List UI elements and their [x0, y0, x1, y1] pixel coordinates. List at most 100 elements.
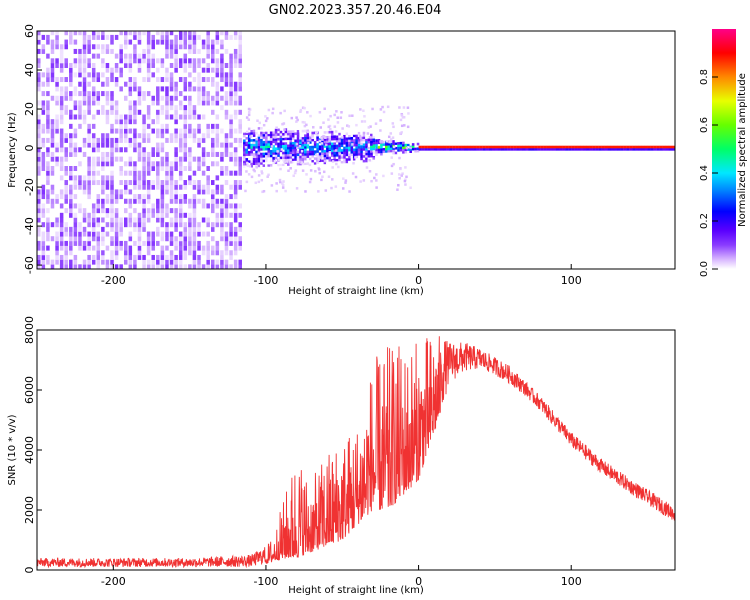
heatmap-cell — [146, 39, 151, 45]
heatmap-cell — [197, 72, 201, 78]
heatmap-cell — [389, 140, 393, 143]
heatmap-cell — [260, 178, 264, 182]
heatmap-cell — [192, 254, 197, 260]
heatmap-cell — [160, 147, 165, 153]
heatmap-cell — [267, 143, 271, 146]
heatmap-cell — [82, 81, 87, 87]
heatmap-cell — [301, 129, 305, 133]
heatmap-cell — [665, 148, 670, 151]
heatmap-cell — [114, 250, 119, 256]
heatmap-cell — [565, 148, 569, 151]
heatmap-cell — [284, 146, 288, 150]
heatmap-cell — [101, 161, 105, 167]
heatmap-cell — [224, 212, 229, 218]
heatmap-cell — [78, 226, 82, 232]
heatmap-cell — [124, 114, 128, 120]
heatmap-cell — [37, 100, 41, 106]
heatmap-cell — [169, 240, 174, 246]
heatmap-cell — [243, 132, 246, 136]
heatmap-cell — [379, 129, 382, 132]
heatmap-cell — [296, 162, 300, 166]
heatmap-cell — [238, 165, 242, 171]
heatmap-cell — [635, 145, 639, 149]
heatmap-cell — [370, 159, 373, 163]
heatmap-cell — [50, 170, 55, 176]
heatmap-cell — [101, 203, 105, 209]
heatmap-cell — [215, 67, 220, 73]
heatmap-cell — [59, 147, 64, 153]
heatmap-cell — [279, 135, 283, 139]
heatmap-cell — [110, 222, 114, 228]
heatmap-cell — [165, 222, 169, 228]
x-tick-label: -200 — [101, 575, 126, 588]
heatmap-cell — [73, 184, 78, 190]
heatmap-cell — [91, 226, 96, 232]
heatmap-cell — [238, 184, 242, 190]
heatmap-cell — [306, 138, 310, 142]
heatmap-cell — [174, 259, 178, 265]
heatmap-cell — [238, 95, 242, 101]
heatmap-cell — [178, 231, 183, 237]
heatmap-cell — [101, 254, 105, 260]
heatmap-cell — [580, 148, 584, 151]
heatmap-cell — [348, 155, 351, 159]
heatmap-cell — [87, 91, 91, 97]
heatmap-cell — [201, 250, 206, 256]
heatmap-cell — [137, 254, 142, 260]
heatmap-cell — [340, 144, 344, 148]
heatmap-cell — [316, 136, 319, 139]
heatmap-cell — [269, 142, 273, 146]
heatmap-cell — [295, 187, 299, 190]
heatmap-cell — [311, 152, 314, 156]
heatmap-cell — [64, 77, 68, 83]
heatmap-cell — [96, 72, 101, 78]
heatmap-cell — [215, 250, 220, 256]
heatmap-cell — [128, 250, 133, 256]
heatmap-cell — [367, 152, 371, 156]
heatmap-cell — [399, 166, 402, 170]
heatmap-cell — [243, 146, 246, 150]
heatmap-cell — [338, 132, 341, 136]
heatmap-cell — [46, 226, 50, 232]
heatmap-cell — [59, 119, 64, 125]
heatmap-cell — [151, 259, 155, 265]
heatmap-cell — [119, 133, 123, 139]
heatmap-cell — [183, 156, 188, 162]
heatmap-cell — [50, 128, 55, 134]
heatmap-cell — [78, 58, 82, 64]
heatmap-cell — [146, 137, 151, 143]
heatmap-cell — [146, 44, 151, 50]
heatmap-cell — [69, 212, 73, 218]
heatmap-cell — [119, 180, 123, 186]
heatmap-cell — [37, 128, 41, 134]
heatmap-cell — [404, 183, 407, 186]
heatmap-cell — [311, 162, 314, 165]
heatmap-cell — [101, 259, 105, 265]
heatmap-cell — [192, 77, 197, 83]
heatmap-cell — [174, 91, 178, 97]
heatmap-cell — [211, 161, 215, 167]
heatmap-cell — [165, 31, 169, 36]
heatmap-cell — [64, 259, 68, 265]
heatmap-cell — [375, 179, 378, 182]
heatmap-cell — [165, 105, 169, 111]
heatmap-cell — [433, 145, 438, 149]
heatmap-cell — [124, 189, 128, 195]
heatmap-cell — [119, 31, 123, 36]
heatmap-cell — [73, 175, 78, 181]
heatmap-cell — [330, 137, 334, 141]
heatmap-cell — [133, 44, 137, 50]
heatmap-cell — [333, 125, 337, 128]
heatmap-cell — [119, 222, 123, 228]
heatmap-cell — [188, 100, 192, 106]
heatmap-cell — [82, 39, 87, 45]
heatmap-cell — [243, 162, 246, 166]
heatmap-cell — [243, 151, 246, 154]
heatmap-cell — [629, 145, 633, 149]
heatmap-cell — [301, 141, 305, 145]
heatmap-cell — [229, 156, 233, 162]
heatmap-cell — [64, 250, 68, 256]
heatmap-cell — [46, 114, 50, 120]
heatmap-cell — [96, 170, 101, 176]
heatmap-cell — [644, 148, 648, 151]
